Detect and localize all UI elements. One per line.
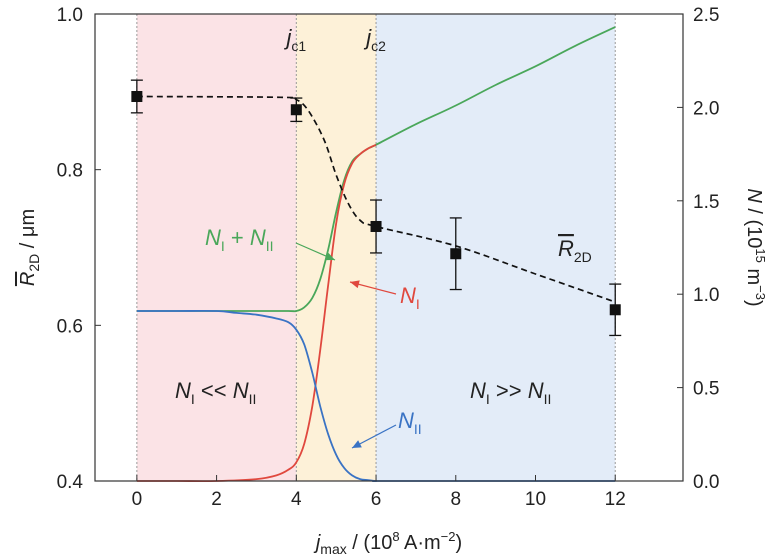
arrow-head — [325, 252, 335, 261]
label-ni: NI — [400, 283, 420, 312]
data-point — [370, 220, 382, 232]
y-right-axis-label: N / (1015 m−3) — [743, 188, 768, 306]
y-left-axis-label: R2D / μm — [17, 209, 42, 286]
series-line — [136, 26, 616, 313]
x-tick-label: 2 — [211, 489, 222, 510]
data-point — [450, 248, 462, 260]
critical-current-label: jc1 — [283, 25, 306, 54]
x-axis-label: jmax / (108 A·m−2) — [313, 529, 462, 557]
label-r2d: R2D — [558, 236, 592, 265]
y-right-tick-label: 0.5 — [693, 379, 719, 400]
y-right-tick-label: 1.5 — [693, 192, 719, 213]
r2d-points — [130, 79, 622, 337]
annotations: jc1 jc2 NI + NII NI NII R2D NI << NII NI >> NII — [175, 25, 592, 449]
data-point — [290, 104, 302, 116]
label-right-region: NI >> NII — [470, 378, 551, 407]
x-tick-label: 10 — [525, 489, 546, 510]
region-1 — [296, 14, 377, 481]
arrow-head — [352, 440, 362, 448]
axis-ticks: 0 2 4 6 8 10 12 0.4 0.6 0.8 1.0 0.0 0.5 1.0 1.5 2.0 2.5 — [57, 5, 720, 510]
y-left-tick-label: 1.0 — [57, 5, 83, 26]
label-left-region: NI << NII — [175, 378, 256, 407]
axis-labels: jmax / (108 A·m−2) R2D / μm N / (1015 m−3) — [17, 188, 768, 557]
data-point — [609, 304, 621, 316]
y-left-tick-label: 0.4 — [57, 472, 84, 493]
critical-current-label: jc2 — [363, 25, 386, 54]
label-ni-plus-nii: NI + NII — [205, 225, 274, 254]
y-right-tick-label: 1.0 — [693, 285, 719, 306]
y-right-tick-label: 2.5 — [693, 5, 719, 26]
shaded-regions — [136, 14, 616, 481]
x-tick-label: 6 — [371, 489, 382, 510]
region-0 — [136, 14, 297, 481]
region-2 — [376, 14, 616, 481]
y-left-tick-label: 0.6 — [57, 316, 83, 337]
x-tick-label: 12 — [605, 489, 626, 510]
y-left-tick-label: 0.8 — [57, 161, 83, 182]
data-point — [131, 91, 143, 103]
y-right-tick-label: 2.0 — [693, 98, 719, 119]
y-right-tick-label: 0.0 — [693, 472, 719, 493]
label-nii: NII — [398, 408, 422, 437]
plot-frame — [94, 13, 684, 482]
x-tick-label: 0 — [132, 489, 143, 510]
series-line — [136, 143, 377, 483]
arrow-head — [350, 280, 360, 289]
x-tick-label: 4 — [291, 489, 302, 510]
x-tick-label: 8 — [450, 489, 461, 510]
